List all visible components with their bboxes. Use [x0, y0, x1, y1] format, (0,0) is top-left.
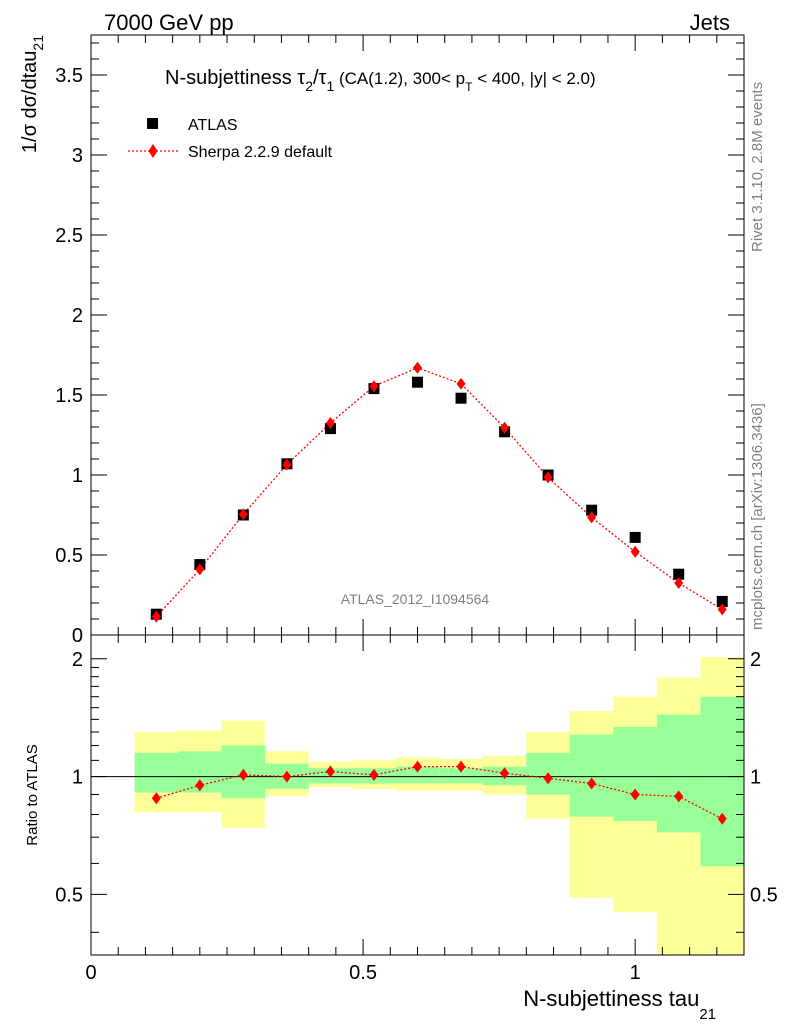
- atlas-point: [716, 595, 728, 607]
- ratio-sherpa-point: [630, 788, 640, 801]
- ratio-ytick-label: 0.5: [55, 884, 83, 906]
- main-series: [150, 361, 728, 623]
- plot-title-tau-b: τ: [319, 67, 327, 89]
- ratio-frame: [90, 634, 745, 956]
- ratio-ylabel: Ratio to ATLAS: [24, 744, 41, 845]
- ratio-sherpa-point: [456, 760, 466, 773]
- uncertainty-band-inner: [569, 734, 614, 817]
- ratio-xtick-label: 1: [630, 962, 641, 984]
- header-right: Jets: [690, 10, 730, 35]
- uncertainty-band-inner: [439, 768, 483, 784]
- mcplots-label: mcplots.cern.ch [arXiv:1306.3436]: [749, 403, 766, 630]
- ratio-sherpa-point: [674, 790, 684, 803]
- ratio-sherpa-point: [543, 772, 553, 785]
- main-ytick-label: 2.5: [55, 225, 83, 247]
- sherpa-point: [587, 511, 597, 524]
- atlas-point: [412, 376, 423, 388]
- ratio-xlabel-sub: 21: [699, 1006, 716, 1023]
- main-ytick-label: 0.5: [55, 545, 83, 567]
- ratio-xlabel: N-subjettiness tau21: [523, 986, 716, 1023]
- atlas-point: [455, 392, 467, 404]
- plot-title: N-subjettiness τ2/τ1 (CA(1.2), 300< pT <…: [165, 67, 596, 94]
- main-panel: 00.511.522.533.5 N-subjettiness τ2/τ1 (C…: [19, 34, 745, 647]
- plot-title-detail1: (CA(1.2), 300< p: [334, 69, 465, 88]
- main-ytick-label: 0: [72, 625, 83, 647]
- rivet-label: Rivet 3.1.10, 2.8M events: [749, 82, 766, 252]
- ratio-ytick-label: 2: [72, 649, 83, 671]
- uncertainty-band-inner: [613, 726, 657, 821]
- ratio-xtick-label: 0.5: [349, 962, 377, 984]
- ratio-xlabel-main: N-subjettiness tau: [523, 986, 699, 1011]
- ratio-sherpa-point: [587, 777, 597, 790]
- ratio-sherpa-point: [500, 767, 510, 780]
- atlas-point: [586, 504, 598, 516]
- sherpa-point: [195, 563, 205, 576]
- ratio-sherpa-point: [151, 792, 161, 805]
- legend-sherpa-label: Sherpa 2.2.9 default: [188, 144, 333, 161]
- legend-atlas-marker: [147, 118, 158, 129]
- sherpa-point: [456, 377, 466, 390]
- ratio-sherpa-point: [325, 765, 335, 778]
- plot-title-sub2: 2: [305, 78, 313, 94]
- main-ytick-label: 1: [72, 465, 83, 487]
- ratio-sherpa-point: [369, 768, 379, 781]
- legend-sherpa-marker: [148, 144, 158, 158]
- ratio-ytick-label-right: 2: [750, 649, 761, 671]
- ratio-ytick-label-right: 1: [750, 767, 761, 789]
- sherpa-point: [413, 361, 422, 374]
- sherpa-point: [151, 610, 161, 623]
- main-ytick-label: 1.5: [55, 385, 83, 407]
- ratio-xtick-label: 0: [85, 962, 96, 984]
- main-ytick-label: 3: [72, 145, 83, 167]
- main-ytick-label: 2: [72, 305, 83, 327]
- sherpa-point: [282, 458, 292, 471]
- ratio-sherpa-point: [717, 812, 727, 825]
- ratio-sherpa-point: [195, 779, 205, 792]
- ratio-panel: 0.5 0.5 1 1 2 2 0 0.5 1 Ratio to ATLAS N-subjett…: [24, 634, 778, 1023]
- sherpa-point: [369, 380, 379, 393]
- ratio-series: [151, 760, 727, 825]
- uncertainty-band-inner: [395, 766, 440, 784]
- sherpa-point: [238, 508, 248, 521]
- sherpa-line: [155, 367, 723, 618]
- ratio-axis-ticks: 0.5 0.5 1 1 2 2 0 0.5 1: [55, 635, 778, 984]
- ratio-ytick-label-right: 0.5: [750, 884, 778, 906]
- ratio-sherpa-point: [413, 760, 422, 773]
- sherpa-point: [543, 471, 553, 484]
- watermark: ATLAS_2012_I1094564: [341, 591, 490, 607]
- plot-title-detail2: < 400, |y| < 2.0): [472, 69, 595, 88]
- main-ylabel-sub: 21: [30, 35, 46, 51]
- plot-title-detailsub: T: [465, 80, 473, 94]
- sherpa-point: [500, 421, 510, 434]
- ratio-sherpa-point: [238, 768, 248, 781]
- sherpa-point: [717, 603, 727, 616]
- sherpa-point: [630, 545, 640, 558]
- uncertainty-band-inner: [700, 696, 744, 867]
- main-ylabel: 1/σ dσ/dtau21: [19, 35, 46, 153]
- uncertainty-band-inner: [134, 752, 179, 793]
- main-axis-ticks: 0 0.5 1 1.5 2 2.5 3 3.5: [55, 35, 745, 647]
- legend: ATLAS Sherpa 2.2.9 default: [128, 117, 333, 161]
- main-ytick-label: 3.5: [55, 65, 83, 87]
- main-ylabel-main: 1/σ dσ/dtau: [19, 51, 41, 154]
- ratio-bands: [134, 657, 744, 955]
- plot-title-tau-a: τ: [297, 67, 305, 89]
- atlas-point: [673, 568, 685, 580]
- plot-title-slash: /: [313, 67, 319, 89]
- ratio-ytick-label: 1: [72, 767, 83, 789]
- plot-title-prefix: N-subjettiness: [165, 67, 297, 89]
- ratio-sherpa-line: [156, 766, 723, 820]
- atlas-point: [629, 531, 641, 543]
- sherpa-point: [325, 417, 335, 429]
- legend-atlas-label: ATLAS: [188, 117, 238, 134]
- plot-title-sub1: 1: [326, 78, 334, 94]
- sherpa-point: [674, 577, 684, 589]
- ratio-sherpa-point: [282, 770, 292, 783]
- header-left: 7000 GeV pp: [104, 10, 234, 35]
- uncertainty-band-inner: [656, 714, 701, 833]
